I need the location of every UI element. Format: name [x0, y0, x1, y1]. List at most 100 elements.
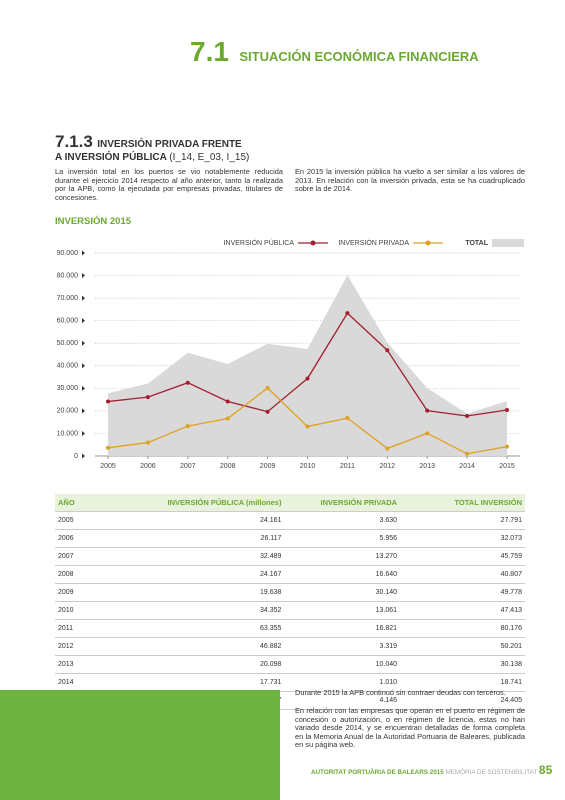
- series-point: [145, 440, 150, 445]
- section-codes: (I_14, E_03, I_15): [169, 152, 250, 163]
- table-cell: 3.319: [284, 637, 401, 656]
- table-header-cell: INVERSIÓN PRIVADA: [284, 494, 401, 512]
- paragraph: En relación con las empresas que operan …: [295, 706, 525, 750]
- y-tick-label: 30.000: [57, 385, 79, 392]
- table-cell: 30.138: [400, 655, 525, 674]
- chart: 0 10.000 20.000 30.000 40.000 50.000 60.000 70.…: [57, 238, 524, 470]
- table-cell: 16.640: [284, 565, 401, 584]
- y-tick-label: 60.000: [57, 318, 79, 325]
- section-heading: 7.1.3 INVERSIÓN PRIVADA FRENTE A INVERSI…: [55, 132, 249, 163]
- header: 7.1 SITUACIÓN ECONÓMICA FINANCIERA: [190, 36, 479, 68]
- tick-arrow: [82, 295, 85, 301]
- tick-arrow: [82, 340, 85, 346]
- table-cell: 26.117: [108, 529, 285, 548]
- green-block: [0, 690, 280, 800]
- section-title: A INVERSIÓN PÚBLICA: [55, 152, 167, 163]
- table-cell: 2006: [55, 529, 109, 548]
- y-tick-label: 10.000: [57, 430, 79, 437]
- series-point: [185, 424, 190, 429]
- table-row: 2008 24.167 16.640 40.807: [55, 565, 525, 584]
- series-point: [225, 399, 230, 404]
- x-tick-label: 2011: [340, 463, 355, 470]
- table-cell: 40.807: [400, 565, 525, 584]
- table-header-row: AÑO INVERSIÓN PÚBLICA (millones) INVERSIÓN…: [55, 494, 525, 512]
- tick-arrow: [82, 318, 85, 324]
- tick-arrow: [82, 363, 85, 369]
- y-tick-label: 0: [74, 453, 78, 460]
- chart-title: INVERSIÓN 2015: [55, 216, 132, 227]
- table-cell: 49.778: [400, 583, 525, 602]
- paragraph: Durante 2015 la APB continuó sin contrae…: [295, 688, 506, 697]
- table-cell: 16.821: [284, 619, 401, 638]
- series-point: [505, 444, 509, 449]
- table-cell: 24.405: [400, 691, 525, 710]
- x-tick-label: 2008: [220, 463, 236, 470]
- table-cell: 34.352: [108, 601, 285, 620]
- x-tick-label: 2013: [419, 463, 435, 470]
- series-point: [265, 386, 270, 391]
- table-cell: 1.010: [284, 673, 401, 692]
- table-cell: 17.731: [108, 673, 285, 692]
- series-point: [185, 380, 190, 385]
- tick-arrow: [82, 453, 85, 459]
- table-cell: 2005: [55, 511, 109, 530]
- table-row: 2005 24.161 3.630 27.791: [55, 511, 525, 530]
- series-point: [425, 431, 430, 436]
- table-cell: 2012: [55, 637, 109, 656]
- table-cell: 2008: [55, 565, 109, 584]
- table-cell: 27.791: [400, 511, 525, 530]
- series-point: [505, 407, 509, 412]
- table-cell: 20.098: [108, 655, 285, 674]
- table-cell: 45.759: [400, 547, 525, 566]
- section-number: 7.1.3: [55, 132, 93, 151]
- table-cell: 30.140: [284, 583, 401, 602]
- series-point: [465, 451, 470, 456]
- table-header-cell: INVERSIÓN PÚBLICA (millones): [108, 494, 285, 512]
- x-tick-label: 2015: [499, 463, 515, 470]
- x-tick-label: 2007: [180, 463, 196, 470]
- page-number: 85: [538, 763, 553, 777]
- table-cell: 2009: [55, 583, 109, 602]
- table-cell: 50.201: [400, 637, 525, 656]
- series-point: [106, 445, 110, 450]
- tick-arrow: [82, 273, 85, 279]
- table-row: 2007 32.489 13.270 45.759: [55, 547, 525, 566]
- series-point: [345, 416, 350, 421]
- legend-label: INVERSIÓN PÚBLICA: [224, 238, 295, 247]
- series-point: [345, 311, 350, 316]
- table-cell: 63.355: [108, 619, 285, 638]
- series-point: [305, 424, 310, 429]
- table-cell: 4.146: [284, 691, 401, 710]
- y-tick-label: 80.000: [57, 272, 79, 279]
- table-cell: 32.073: [400, 529, 525, 548]
- table-cell: 2013: [55, 655, 109, 674]
- y-tick-label: 20.000: [57, 408, 79, 415]
- table-cell: 10.040: [284, 655, 401, 674]
- table-cell: 19.638: [108, 583, 285, 602]
- table-cell: 13.061: [284, 601, 401, 620]
- legend-label: INVERSIÓN PRIVADA: [338, 238, 409, 247]
- series-point: [106, 399, 110, 404]
- series-point: [305, 376, 310, 381]
- series-point: [425, 408, 430, 413]
- table-row: 2011 63.355 16.821 80.176: [55, 619, 525, 638]
- table-cell: 80.176: [400, 619, 525, 638]
- table-row: 2013 20.098 10.040 30.138: [55, 655, 525, 674]
- tick-arrow: [82, 408, 85, 414]
- footer: AUTORITAT PORTUÀRIA DE BALEARS 2015 MEMÒ…: [311, 763, 552, 777]
- legend-dot: [425, 240, 431, 246]
- header-number: 7.1: [190, 36, 229, 67]
- header-title: SITUACIÓN ECONÓMICA FINANCIERA: [239, 49, 479, 64]
- series-point: [265, 409, 270, 414]
- x-tick-label: 2009: [260, 463, 276, 470]
- tick-arrow: [82, 430, 85, 436]
- table-cell: 2007: [55, 547, 109, 566]
- table-cell: 47.413: [400, 601, 525, 620]
- table-header-cell: AÑO: [55, 494, 109, 512]
- table-row: 2006 26.117 5.956 32.073: [55, 529, 525, 548]
- x-tick-label: 2006: [140, 463, 156, 470]
- series-point: [465, 414, 470, 419]
- footer-doc: MEMÒRIA DE SOSTENIBILITAT: [445, 769, 538, 776]
- data-table: AÑO INVERSIÓN PÚBLICA (millones) INVERSIÓN…: [55, 494, 525, 710]
